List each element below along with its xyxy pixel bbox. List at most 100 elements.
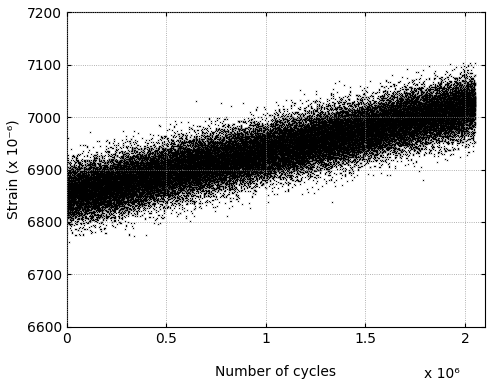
Point bbox=[438, 92, 446, 98]
Point bbox=[270, 127, 278, 133]
Point bbox=[436, 130, 444, 136]
Point bbox=[264, 149, 272, 156]
Point bbox=[395, 129, 403, 135]
Point bbox=[210, 146, 218, 152]
Point bbox=[114, 183, 122, 189]
Point bbox=[400, 129, 407, 135]
Point bbox=[66, 185, 74, 191]
Point bbox=[452, 130, 460, 136]
Point bbox=[64, 190, 72, 196]
Point bbox=[231, 137, 239, 143]
Point bbox=[70, 205, 78, 211]
Point bbox=[216, 186, 224, 193]
Point bbox=[446, 117, 454, 123]
Point bbox=[130, 172, 138, 178]
Point bbox=[374, 126, 382, 132]
Point bbox=[128, 185, 136, 191]
Point bbox=[207, 146, 215, 152]
Point bbox=[107, 197, 115, 203]
Point bbox=[116, 185, 124, 191]
Point bbox=[106, 181, 114, 187]
Point bbox=[400, 137, 407, 143]
Point bbox=[349, 126, 357, 132]
Point bbox=[331, 125, 339, 131]
Point bbox=[384, 117, 392, 123]
Point bbox=[107, 191, 115, 198]
Point bbox=[406, 100, 414, 107]
Point bbox=[425, 112, 433, 118]
Point bbox=[364, 141, 372, 147]
Point bbox=[380, 128, 388, 134]
Point bbox=[393, 88, 401, 95]
Point bbox=[308, 122, 316, 128]
Point bbox=[366, 132, 374, 138]
Point bbox=[418, 132, 426, 138]
Point bbox=[469, 117, 477, 123]
Point bbox=[436, 132, 444, 138]
Point bbox=[240, 162, 248, 168]
Point bbox=[156, 175, 164, 181]
Point bbox=[194, 145, 202, 151]
Point bbox=[388, 112, 396, 119]
Point bbox=[82, 181, 90, 187]
Point bbox=[432, 138, 440, 144]
Point bbox=[442, 107, 450, 113]
Point bbox=[318, 124, 326, 130]
Point bbox=[183, 164, 191, 170]
Point bbox=[400, 135, 408, 141]
Point bbox=[283, 144, 291, 150]
Point bbox=[264, 163, 272, 169]
Point bbox=[347, 102, 355, 108]
Point bbox=[168, 143, 176, 149]
Point bbox=[298, 141, 306, 147]
Point bbox=[116, 176, 124, 182]
Point bbox=[346, 134, 354, 140]
Point bbox=[399, 131, 407, 138]
Point bbox=[454, 105, 462, 112]
Point bbox=[426, 133, 434, 139]
Point bbox=[284, 147, 292, 153]
Point bbox=[104, 177, 112, 183]
Point bbox=[177, 151, 185, 157]
Point bbox=[292, 133, 300, 139]
Point bbox=[114, 180, 122, 187]
Point bbox=[124, 170, 132, 177]
Point bbox=[144, 165, 152, 171]
Point bbox=[302, 169, 310, 175]
Point bbox=[348, 124, 356, 131]
Point bbox=[297, 137, 305, 144]
Point bbox=[222, 143, 230, 149]
Point bbox=[408, 97, 416, 103]
Point bbox=[140, 173, 148, 179]
Point bbox=[220, 167, 228, 173]
Point bbox=[150, 203, 158, 209]
Point bbox=[268, 160, 276, 166]
Point bbox=[146, 144, 154, 151]
Point bbox=[203, 149, 211, 156]
Point bbox=[260, 146, 268, 152]
Point bbox=[102, 183, 110, 189]
Point bbox=[66, 202, 74, 209]
Point bbox=[183, 157, 191, 163]
Point bbox=[462, 93, 470, 99]
Point bbox=[78, 177, 86, 183]
Point bbox=[92, 187, 100, 193]
Point bbox=[452, 86, 460, 92]
Point bbox=[110, 198, 118, 204]
Point bbox=[404, 93, 412, 99]
Point bbox=[362, 120, 370, 126]
Point bbox=[336, 155, 344, 161]
Point bbox=[412, 116, 420, 122]
Point bbox=[170, 165, 178, 171]
Point bbox=[330, 148, 338, 154]
Point bbox=[184, 166, 192, 172]
Point bbox=[297, 145, 305, 151]
Point bbox=[436, 125, 444, 131]
Point bbox=[462, 109, 469, 115]
Point bbox=[396, 103, 404, 109]
Point bbox=[66, 182, 74, 188]
Point bbox=[324, 147, 332, 153]
Point bbox=[186, 170, 194, 177]
Point bbox=[86, 183, 94, 189]
Point bbox=[288, 121, 296, 127]
